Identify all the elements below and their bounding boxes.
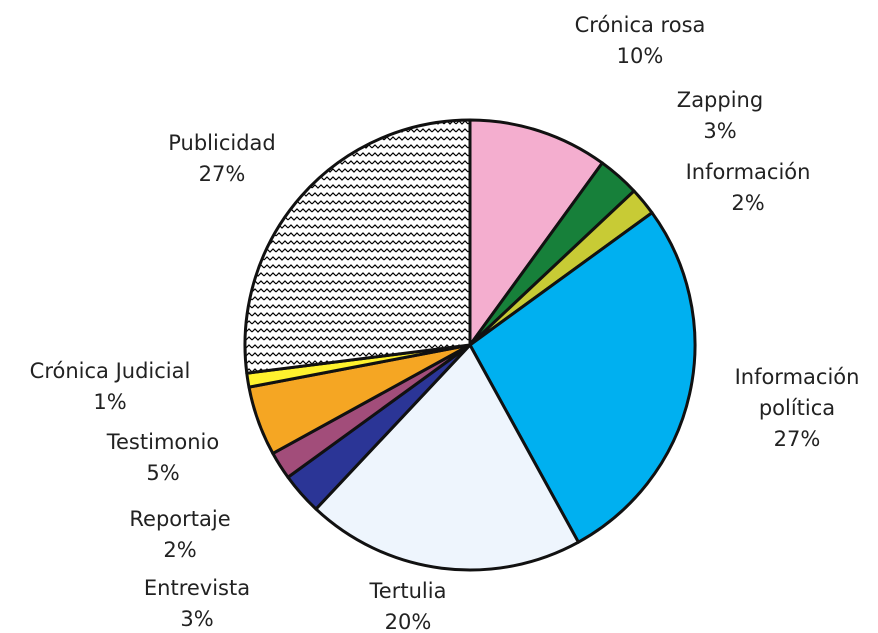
slice-name: Crónica Judicial: [29, 359, 191, 383]
slice-percent: 27%: [773, 427, 821, 451]
slice-percent: 10%: [616, 44, 664, 68]
pie-slice: [468, 211, 697, 544]
slice-label: Publicidad 27%: [168, 128, 276, 190]
slice-label: Información política 27%: [717, 362, 877, 455]
slice-name: Información: [685, 160, 811, 184]
slice-name: Reportaje: [129, 507, 231, 531]
slice-percent: 27%: [198, 162, 246, 186]
slice-name: Tertulia: [369, 579, 447, 603]
slice-percent: 3%: [703, 119, 737, 143]
slice-name: Crónica rosa: [574, 13, 706, 37]
slice-percent: 2%: [163, 538, 197, 562]
pie-slice: [468, 118, 604, 347]
slice-label: Reportaje 2%: [129, 504, 230, 566]
pie-slice: [243, 118, 472, 375]
pie-slice: [314, 343, 580, 572]
slice-label: Zapping 3%: [677, 85, 763, 147]
slice-name: Entrevista: [143, 576, 251, 600]
slice-percent: 3%: [180, 607, 214, 631]
slice-name: Testimonio: [106, 430, 220, 454]
slice-label: Entrevista 3%: [144, 573, 250, 633]
slice-name: Zapping: [676, 88, 764, 112]
slice-percent: 1%: [93, 390, 127, 414]
slice-label: Crónica rosa 10%: [575, 10, 706, 72]
slice-label: Crónica Judicial 1%: [30, 356, 191, 418]
slice-label: Testimonio 5%: [107, 427, 220, 489]
slice-percent: 5%: [146, 461, 180, 485]
slice-label: Información 2%: [686, 157, 811, 219]
slice-percent: 2%: [731, 191, 765, 215]
slice-percent: 20%: [384, 610, 432, 633]
slice-name: Publicidad: [168, 131, 276, 155]
slice-label: Tertulia 20%: [370, 576, 447, 633]
slice-name: Información política: [734, 365, 860, 420]
